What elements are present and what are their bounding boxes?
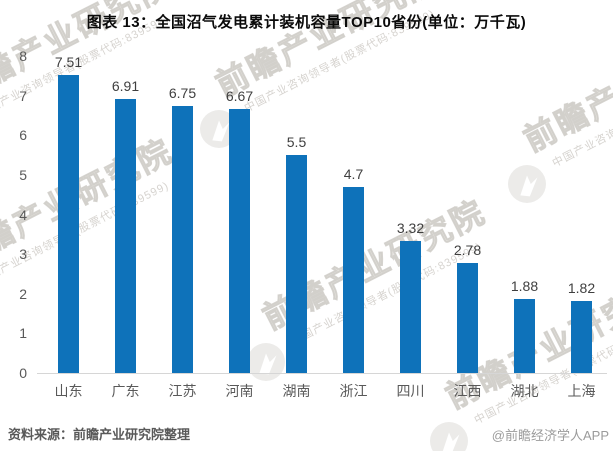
bar-value-label: 5.5 [286,134,307,151]
bar-value-label: 3.32 [396,220,425,237]
bar-山东 [58,75,79,373]
x-category-label: 河南 [225,383,254,399]
bar-上海 [571,300,592,373]
bar-column: 6.67 [211,56,268,373]
bar-column: 3.32 [382,56,439,373]
y-tick-label: 8 [19,48,27,64]
bar-column: 2.78 [439,56,496,373]
x-category-label: 上海 [567,383,596,399]
y-tick-label: 3 [19,246,27,263]
bar-value-label: 6.67 [225,87,254,104]
credit-note: @前瞻经济学人APP [491,428,609,443]
bar-value-label: 1.88 [510,277,539,294]
x-category-label: 浙江 [339,383,368,399]
x-category-label: 江西 [453,383,482,399]
bar-value-label: 1.82 [567,279,596,296]
bar-column: 5.5 [268,56,325,373]
source-note: 资料来源：前瞻产业研究院整理 [8,427,191,442]
y-tick-label: 7 [19,87,27,104]
bar-四川 [400,241,421,373]
bar-column: 1.88 [496,56,553,373]
bar-江苏 [172,105,193,373]
x-category-label: 湖南 [282,383,311,399]
bar-column: 6.75 [154,56,211,373]
bar-column: 4.7 [325,56,382,373]
bar-column: 7.51 [40,54,97,373]
y-tick-label: 6 [19,127,27,144]
bar-value-label: 6.75 [168,84,197,101]
y-tick-label: 1 [19,325,27,342]
y-tick-label: 4 [19,206,27,223]
x-category-label: 四川 [396,383,425,399]
bar-value-label: 4.7 [343,165,364,182]
bar-湖南 [286,155,307,373]
bar-value-label: 6.91 [111,78,140,95]
x-category-label: 江苏 [168,383,197,399]
bar-河南 [229,108,250,373]
bar-column: 1.82 [553,56,610,373]
y-tick-label: 5 [19,166,27,183]
plot-area: 7.51 6.91 6.75 6.67 5.5 4.7 3.32 2.78 1.88 1.82 [40,54,610,373]
chart-title: 图表 13：全国沼气发电累计装机容量TOP10省份(单位：万千瓦) [86,14,527,31]
x-axis-labels: 山东 广东 江苏 河南 湖南 浙江 四川 江西 湖北 上海 [40,381,610,401]
x-category-label: 广东 [111,383,140,399]
bar-value-label: 7.51 [54,54,83,71]
bar-浙江 [343,186,364,373]
y-tick-label: 0 [19,365,27,381]
x-category-label: 湖北 [510,383,539,399]
bar-column: 6.91 [97,56,154,373]
x-category-label: 山东 [54,383,83,399]
x-axis-line [37,373,607,374]
bar-湖北 [514,298,535,373]
bar-广东 [115,99,136,373]
bar-value-label: 2.78 [453,241,482,258]
bar-江西 [457,262,478,373]
y-tick-label: 2 [19,285,27,302]
